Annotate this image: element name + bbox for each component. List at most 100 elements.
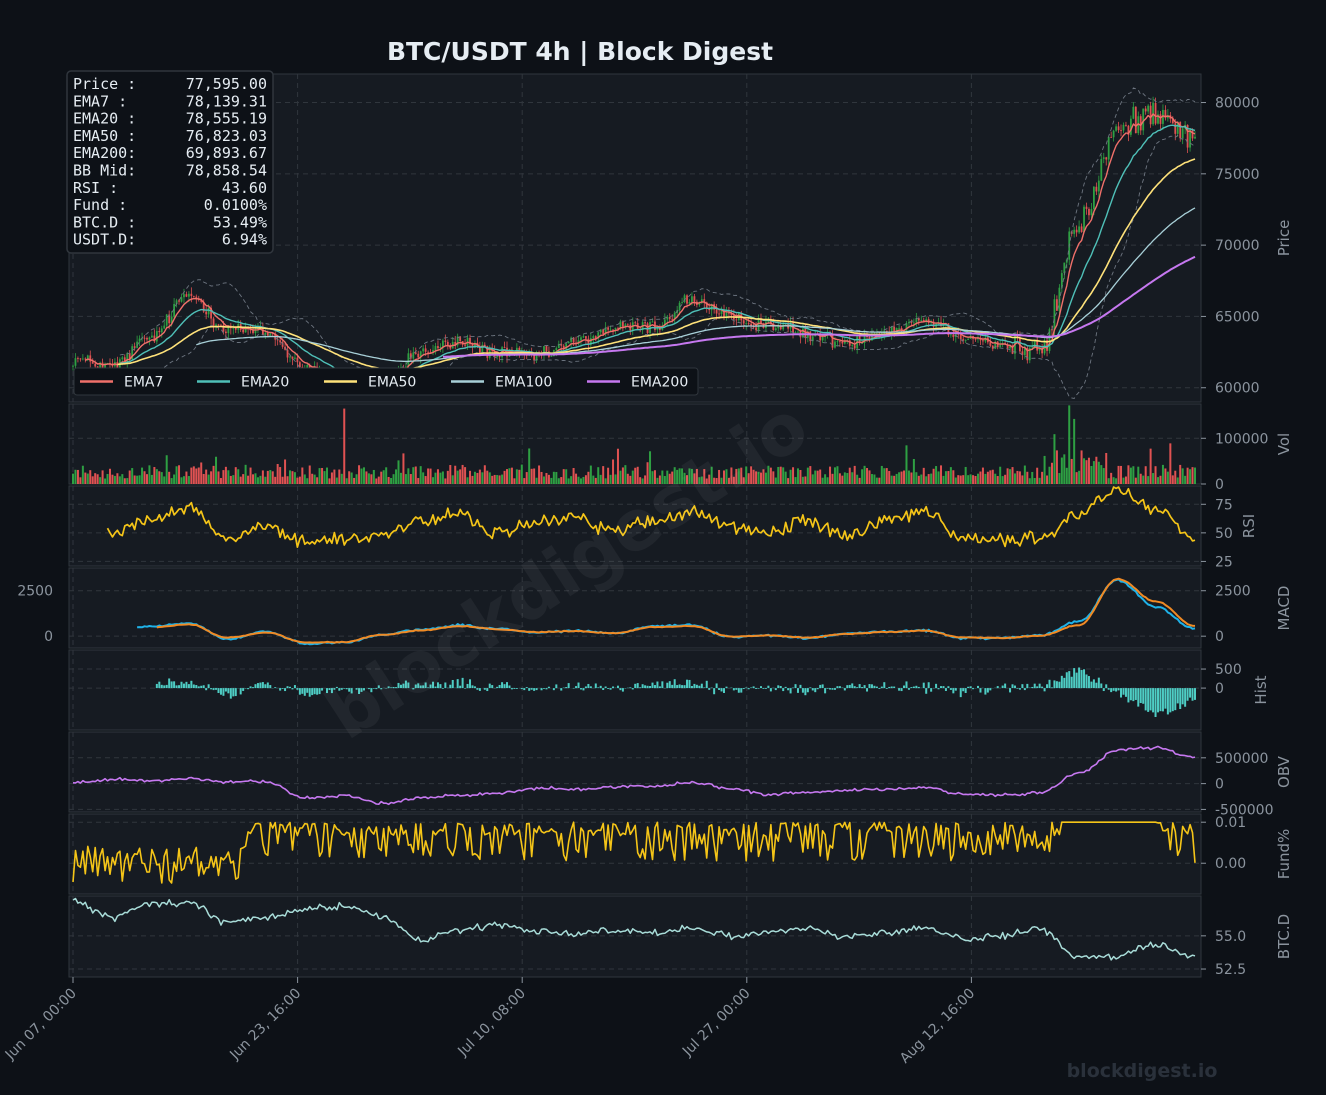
volume-bar [981, 467, 984, 484]
volume-bar [123, 478, 126, 484]
volume-bar [727, 477, 730, 484]
hist-bar [693, 683, 696, 689]
hist-bar [930, 688, 933, 692]
candle-body [750, 323, 753, 326]
hist-bar [1186, 688, 1189, 701]
hist-bar [1105, 684, 1108, 689]
candle-body [900, 327, 903, 331]
volume-bar [683, 472, 686, 484]
candle-body [871, 334, 873, 341]
candle-body [893, 326, 896, 332]
candle-body [286, 349, 289, 358]
volume-bar [557, 478, 560, 484]
volume-bar [555, 471, 558, 484]
volume-bar [1083, 458, 1086, 484]
hist-bar [1021, 684, 1024, 689]
hist-bar [1053, 680, 1056, 689]
candle-body [148, 337, 151, 340]
volume-bar [1028, 478, 1031, 484]
volume-bar [759, 472, 762, 484]
candle-body [417, 353, 420, 358]
volume-bar [74, 469, 77, 484]
hist-bar [964, 688, 967, 693]
candle-body [663, 319, 666, 326]
hist-bar [466, 683, 469, 689]
legend-background [73, 367, 699, 396]
volume-bar [264, 476, 267, 484]
volume-bar [173, 474, 176, 484]
volume-bar [387, 476, 390, 484]
candle-body [932, 321, 935, 327]
volume-bar [1161, 464, 1164, 484]
hist-bar [508, 685, 511, 689]
candle-body [1171, 118, 1174, 124]
volume-bar [616, 448, 619, 484]
candle-body [74, 358, 77, 366]
candle-body [163, 325, 166, 329]
volume-bar [949, 467, 952, 484]
volume-bar [868, 470, 871, 484]
hist-bar [678, 684, 681, 689]
hist-bar [883, 682, 886, 689]
candle-body [1110, 136, 1113, 138]
hist-bar [259, 682, 262, 689]
legend-label: EMA100 [495, 375, 552, 391]
volume-bar [584, 475, 587, 484]
candle-body [533, 355, 536, 361]
candle-body [962, 339, 965, 341]
volume-bar [138, 475, 141, 484]
hist-bar [210, 688, 213, 690]
hist-bar [496, 686, 499, 689]
hist-bar [281, 688, 284, 689]
candle-body [797, 331, 799, 333]
candle-body [651, 321, 654, 323]
volume-bar [520, 464, 523, 484]
hist-bar [634, 683, 637, 689]
candle-body [989, 342, 992, 346]
panel-macd [68, 567, 1202, 649]
candle-body [700, 299, 703, 303]
volume-bar [848, 467, 851, 484]
candle-body [143, 337, 146, 339]
volume-bar [1095, 456, 1098, 484]
ytick-label-vol: 100000 [1215, 431, 1268, 447]
hist-bar [340, 688, 343, 690]
hist-bar [796, 688, 799, 693]
candle-body [419, 351, 422, 358]
hist-bar [429, 684, 432, 689]
volume-bar [210, 471, 213, 484]
volume-bar [1171, 475, 1174, 484]
volume-bar [252, 474, 255, 484]
info-value: 78,858.54 [186, 162, 267, 180]
candle-body [1026, 347, 1029, 361]
candle-body [471, 344, 474, 348]
candle-body [1053, 299, 1056, 331]
volume-bar [424, 476, 427, 484]
candle-body [503, 347, 506, 349]
candle-body [1028, 347, 1031, 361]
volume-bar [289, 470, 292, 484]
candle-body [1149, 105, 1152, 125]
volume-bar [927, 474, 930, 484]
ytick-label-hist: 500 [1215, 662, 1242, 678]
candle-body [160, 328, 163, 333]
ytick-label-price: 70000 [1215, 238, 1260, 254]
hist-bar [1083, 669, 1086, 689]
info-label: RSI : [73, 179, 118, 197]
candle-body [459, 336, 462, 342]
ema7-line [84, 113, 1196, 385]
hist-bar [833, 688, 836, 690]
volume-bar [456, 470, 459, 484]
volume-bar [338, 469, 341, 484]
volume-bar [412, 467, 415, 484]
hist-bar [224, 688, 227, 692]
hist-bar [777, 685, 780, 689]
hist-bar [732, 688, 735, 691]
volume-bar [690, 468, 693, 484]
volume-bar [725, 469, 728, 484]
xtick-label: Jun 23, 16:00 [226, 986, 304, 1064]
info-value: 43.60 [222, 179, 267, 197]
hist-bar [838, 686, 841, 689]
candle-body [84, 358, 87, 360]
hist-bar [782, 688, 785, 692]
